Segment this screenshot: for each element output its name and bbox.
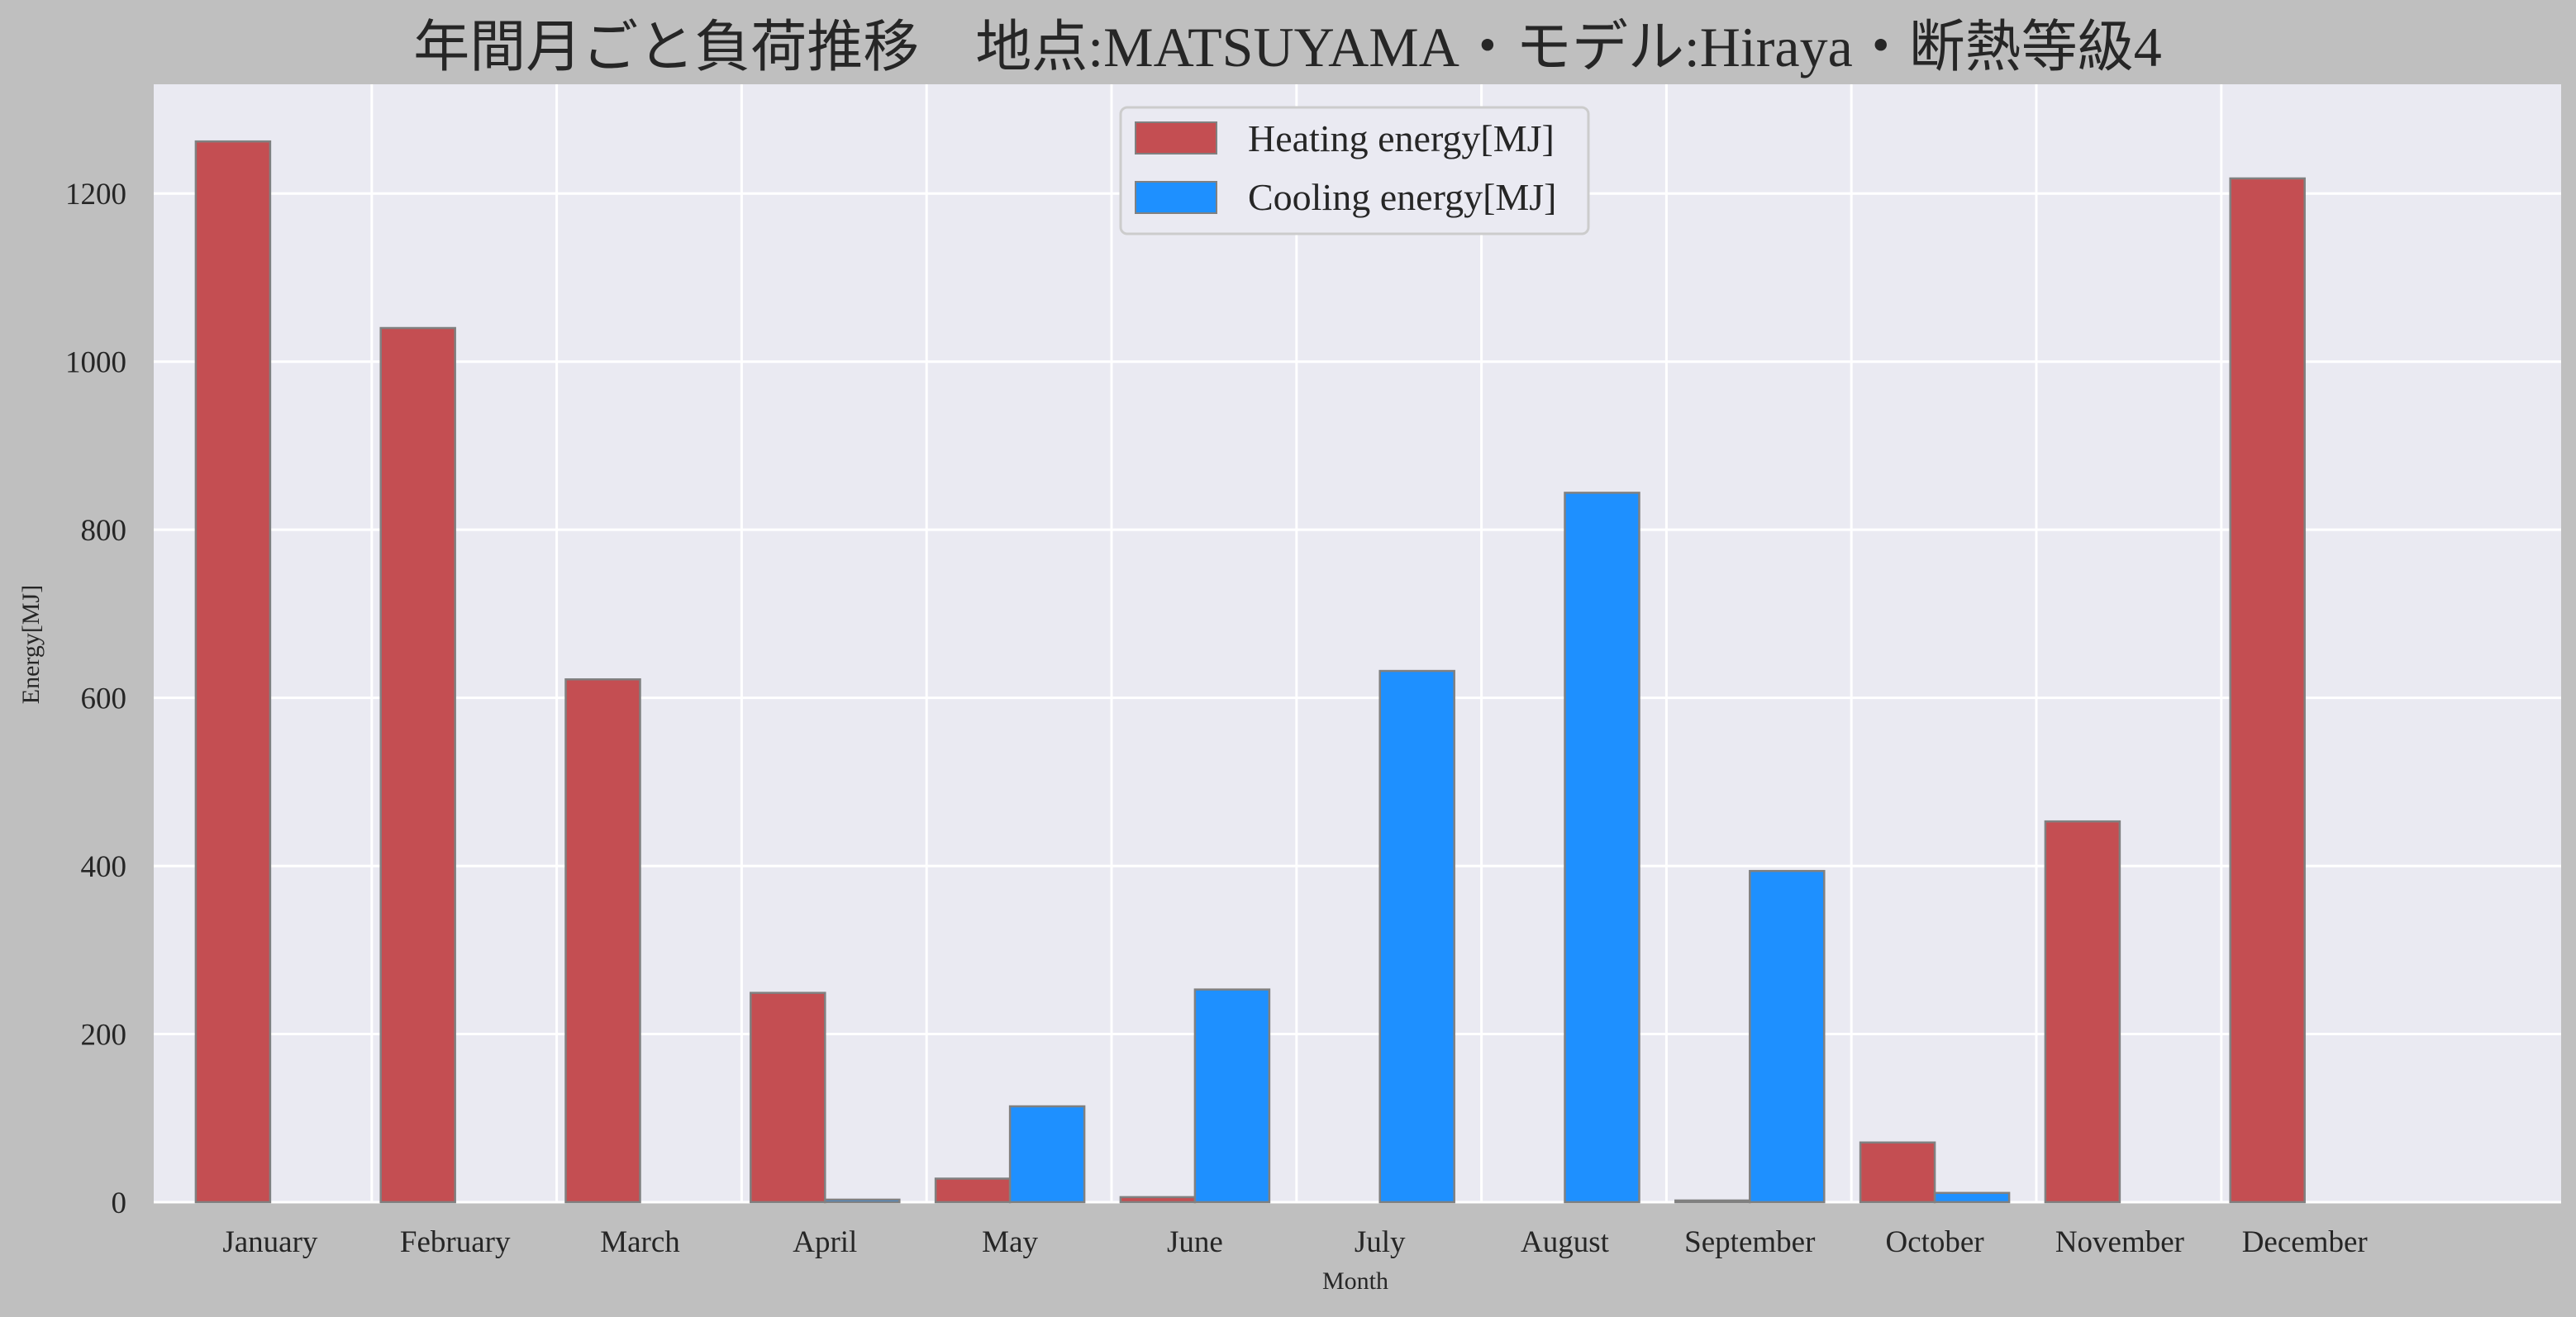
heating-bar-may xyxy=(934,1177,1012,1204)
x-tick-label-july: July xyxy=(1355,1225,1406,1259)
x-tick-label-january: January xyxy=(222,1225,318,1259)
legend: Heating energy[MJ] Cooling energy[MJ] xyxy=(1119,106,1590,235)
y-tick-label: 400 xyxy=(81,850,127,884)
tick-labels: 0 200 400 600 800 1000 1200 January February Marc… xyxy=(65,178,2368,1259)
y-tick-label: 800 xyxy=(81,514,127,548)
x-tick-label-december: December xyxy=(2242,1225,2368,1259)
cooling-bar-july xyxy=(1378,669,1455,1204)
heating-bar-june xyxy=(1119,1196,1197,1204)
cooling-bar-april xyxy=(824,1198,901,1204)
x-axis-label: Month xyxy=(1322,1267,1388,1295)
cooling-bar-may xyxy=(1008,1105,1086,1204)
bars xyxy=(194,140,2306,1204)
heating-bar-january xyxy=(194,140,272,1204)
legend-swatch-heating xyxy=(1135,121,1217,155)
y-tick-label: 1000 xyxy=(65,346,126,380)
x-tick-label-september: September xyxy=(1684,1225,1815,1259)
heating-bar-april xyxy=(750,991,826,1204)
heating-bar-december xyxy=(2229,177,2306,1204)
x-tick-label-october: October xyxy=(1886,1225,1984,1259)
x-tick-label-march: March xyxy=(600,1225,680,1259)
x-tick-label-june: June xyxy=(1167,1225,1223,1259)
x-tick-label-november: November xyxy=(2055,1225,2184,1259)
cooling-bar-august xyxy=(1564,492,1640,1204)
plot-area xyxy=(154,84,2561,1202)
y-tick-label: 600 xyxy=(81,682,127,716)
x-tick-label-august: August xyxy=(1521,1225,1610,1259)
heating-bar-november xyxy=(2044,820,2121,1204)
x-tick-label-april: April xyxy=(793,1225,857,1259)
x-tick-label-february: February xyxy=(400,1225,511,1259)
cooling-bar-june xyxy=(1193,988,1271,1204)
legend-box xyxy=(1119,106,1590,235)
legend-label-cooling: Cooling energy[MJ] xyxy=(1248,176,1557,218)
cooling-bar-october xyxy=(1933,1191,2011,1204)
y-tick-label: 200 xyxy=(81,1019,127,1053)
y-axis-label: Energy[MJ] xyxy=(17,585,45,704)
heating-bar-october xyxy=(1859,1141,1936,1204)
heating-bar-september xyxy=(1674,1199,1751,1204)
chart-title: 年間月ごと負荷推移 地点:MATSUYAMA・モデル:Hiraya・断熱等級4 xyxy=(413,16,2162,78)
y-tick-label: 0 xyxy=(112,1186,127,1220)
y-tick-label: 1200 xyxy=(65,178,126,212)
cooling-bar-september xyxy=(1749,869,1826,1204)
grid xyxy=(154,84,2561,1204)
heating-bar-march xyxy=(564,678,641,1204)
legend-swatch-cooling xyxy=(1135,181,1217,214)
legend-label-heating: Heating energy[MJ] xyxy=(1248,117,1555,159)
heating-bar-february xyxy=(379,326,456,1204)
x-tick-label-may: May xyxy=(982,1225,1038,1259)
